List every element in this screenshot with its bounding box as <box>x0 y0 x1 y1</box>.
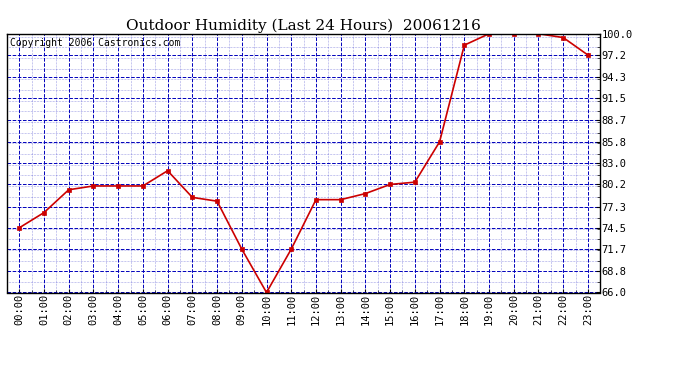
Text: Copyright 2006 Castronics.com: Copyright 2006 Castronics.com <box>10 38 180 48</box>
Title: Outdoor Humidity (Last 24 Hours)  20061216: Outdoor Humidity (Last 24 Hours) 2006121… <box>126 18 481 33</box>
